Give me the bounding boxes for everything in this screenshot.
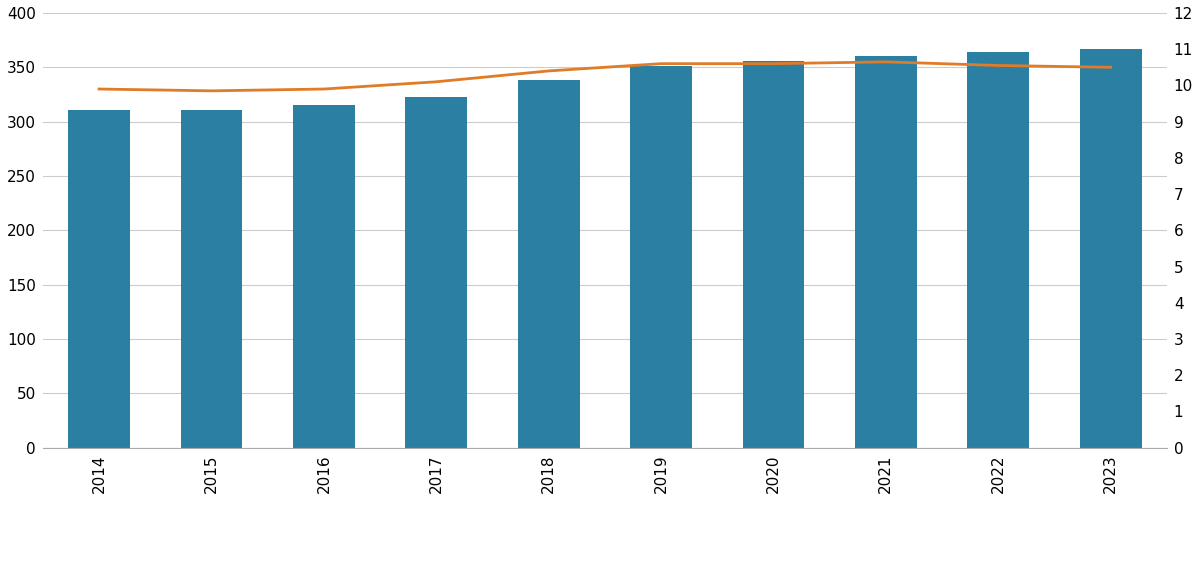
Bar xyxy=(68,110,130,448)
Bar xyxy=(180,110,242,448)
Bar xyxy=(743,61,804,448)
Bar xyxy=(1080,49,1141,448)
Bar xyxy=(854,56,917,448)
Bar xyxy=(293,106,355,448)
Bar xyxy=(517,80,580,448)
Bar xyxy=(967,52,1030,448)
Bar xyxy=(630,66,692,448)
Bar xyxy=(406,96,467,448)
